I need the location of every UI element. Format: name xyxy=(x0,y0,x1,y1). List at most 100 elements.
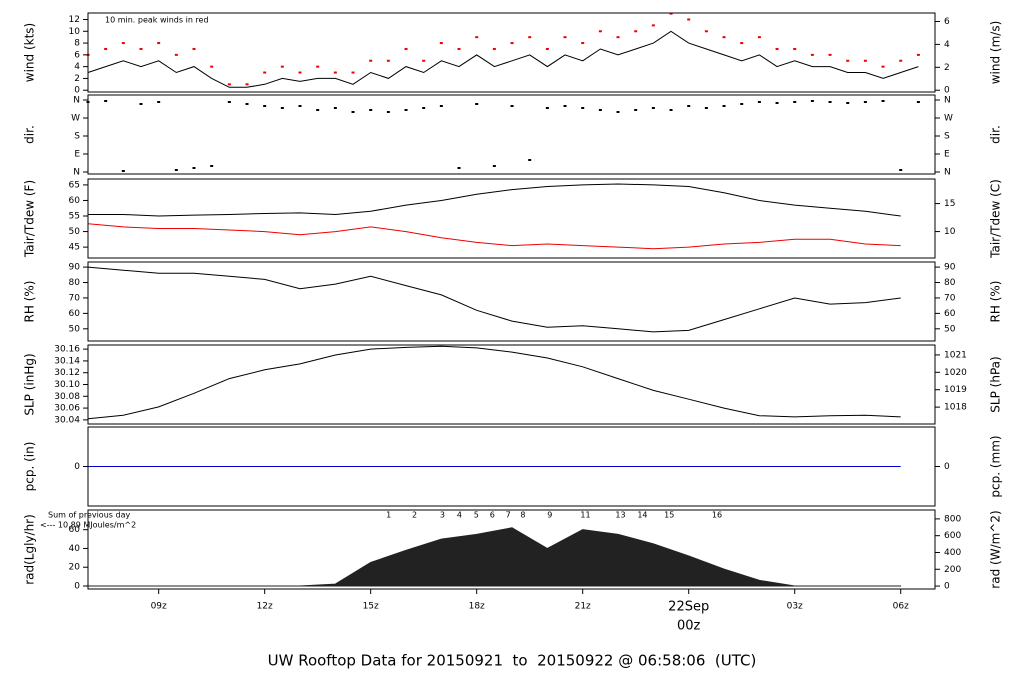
data-point xyxy=(422,59,426,62)
y2-tick-label: 1020 xyxy=(944,368,967,378)
y2-axis-label: rad (W/m^2) xyxy=(989,510,1003,588)
y2-tick-label: 200 xyxy=(944,565,961,575)
data-point xyxy=(192,167,196,169)
hour-marker: 15 xyxy=(664,511,674,520)
data-point xyxy=(492,47,496,50)
panel-frame xyxy=(87,509,936,590)
hour-marker: 11 xyxy=(580,511,590,520)
y2-axis-label: RH (%) xyxy=(989,281,1003,323)
y-tick-label: 12 xyxy=(69,15,80,25)
data-point xyxy=(793,47,797,50)
data-point xyxy=(846,59,850,62)
panel-frame xyxy=(87,178,936,259)
data-point xyxy=(121,42,125,45)
data-point xyxy=(157,101,161,103)
data-point xyxy=(616,36,620,39)
y-tick-label: 70 xyxy=(69,293,81,303)
data-point xyxy=(722,105,726,107)
hour-marker: 16 xyxy=(712,511,722,520)
data-point xyxy=(475,36,479,39)
x-tick-label: 15z xyxy=(363,602,379,612)
data-point xyxy=(369,109,373,111)
data-point xyxy=(916,101,920,103)
y-tick-label: 0 xyxy=(74,581,80,591)
y2-tick-label: 15 xyxy=(944,199,955,209)
y-tick-label: 30.16 xyxy=(54,345,80,355)
panel-frame xyxy=(87,426,936,507)
y2-tick-label: 10 xyxy=(944,227,956,237)
y-tick-label: 6 xyxy=(74,50,80,60)
x-tick-label: 00z xyxy=(677,619,701,634)
data-point xyxy=(351,111,355,113)
panel-frame xyxy=(87,261,936,342)
y2-axis-label: pcp. (mm) xyxy=(989,435,1003,497)
y-axis-label: SLP (inHg) xyxy=(23,353,37,415)
y-tick-label: 40 xyxy=(69,544,81,554)
y2-tick-label: 50 xyxy=(944,324,956,334)
data-point xyxy=(333,107,337,109)
y-tick-label: 2 xyxy=(74,74,80,84)
data-point xyxy=(298,105,302,107)
data-point xyxy=(669,12,673,15)
hour-marker: 4 xyxy=(457,511,462,520)
y-tick-label: 30.10 xyxy=(54,380,80,390)
data-point xyxy=(528,159,532,161)
y-tick-label: 50 xyxy=(69,227,81,237)
data-point xyxy=(280,65,284,68)
data-point xyxy=(704,107,708,109)
y2-tick-label: E xyxy=(944,150,950,160)
y2-axis-label: SLP (hPa) xyxy=(989,356,1003,412)
hour-marker: 1 xyxy=(386,511,391,520)
data-point xyxy=(598,109,602,111)
data-point xyxy=(263,71,267,74)
data-point xyxy=(775,47,779,50)
data-point xyxy=(881,100,885,102)
page-title: UW Rooftop Data for 20150921 to 20150922… xyxy=(268,652,757,670)
data-point xyxy=(581,42,585,45)
y2-tick-label: 70 xyxy=(944,293,956,303)
data-point xyxy=(510,42,514,45)
data-point xyxy=(104,100,108,102)
hour-marker: 13 xyxy=(615,511,625,520)
y2-tick-label: 60 xyxy=(944,309,956,319)
y-axis-label: Tair/Tdew (F) xyxy=(23,180,37,258)
line xyxy=(87,30,919,88)
data-point xyxy=(174,169,178,171)
y-tick-label: 10 xyxy=(69,27,81,37)
x-tick-label: 12z xyxy=(257,602,273,612)
data-point xyxy=(386,59,390,62)
y-tick-label: 20 xyxy=(69,563,81,573)
y2-tick-label: 90 xyxy=(944,263,956,273)
y2-tick-label: N xyxy=(944,96,951,106)
y-tick-label: E xyxy=(74,150,80,160)
data-point xyxy=(227,83,231,86)
x-tick-label: 06z xyxy=(893,602,909,612)
line xyxy=(88,183,901,217)
y-axis-label: wind (kts) xyxy=(23,23,37,82)
y2-tick-label: 400 xyxy=(944,548,961,558)
data-point xyxy=(563,36,567,39)
y2-axis-label: Tair/Tdew (C) xyxy=(989,179,1003,259)
data-point xyxy=(404,109,408,111)
data-point xyxy=(121,170,125,172)
data-point xyxy=(386,111,390,113)
annotation: 10 min. peak winds in red xyxy=(105,16,209,25)
y-tick-label: 60 xyxy=(69,525,81,535)
data-point xyxy=(775,102,779,104)
data-point xyxy=(899,169,903,171)
data-point xyxy=(316,109,320,111)
data-point xyxy=(916,53,920,56)
panel-frame xyxy=(87,344,936,425)
data-point xyxy=(899,59,903,62)
data-point xyxy=(669,109,673,111)
data-point xyxy=(210,165,214,167)
data-point xyxy=(280,107,284,109)
data-point xyxy=(139,47,143,50)
data-point xyxy=(316,65,320,68)
x-tick-label: 03z xyxy=(787,602,803,612)
y2-axis-label: dir. xyxy=(989,125,1003,144)
data-point xyxy=(740,103,744,105)
y2-tick-label: 0 xyxy=(944,582,950,592)
y-tick-label: N xyxy=(73,96,80,106)
data-point xyxy=(457,167,461,169)
